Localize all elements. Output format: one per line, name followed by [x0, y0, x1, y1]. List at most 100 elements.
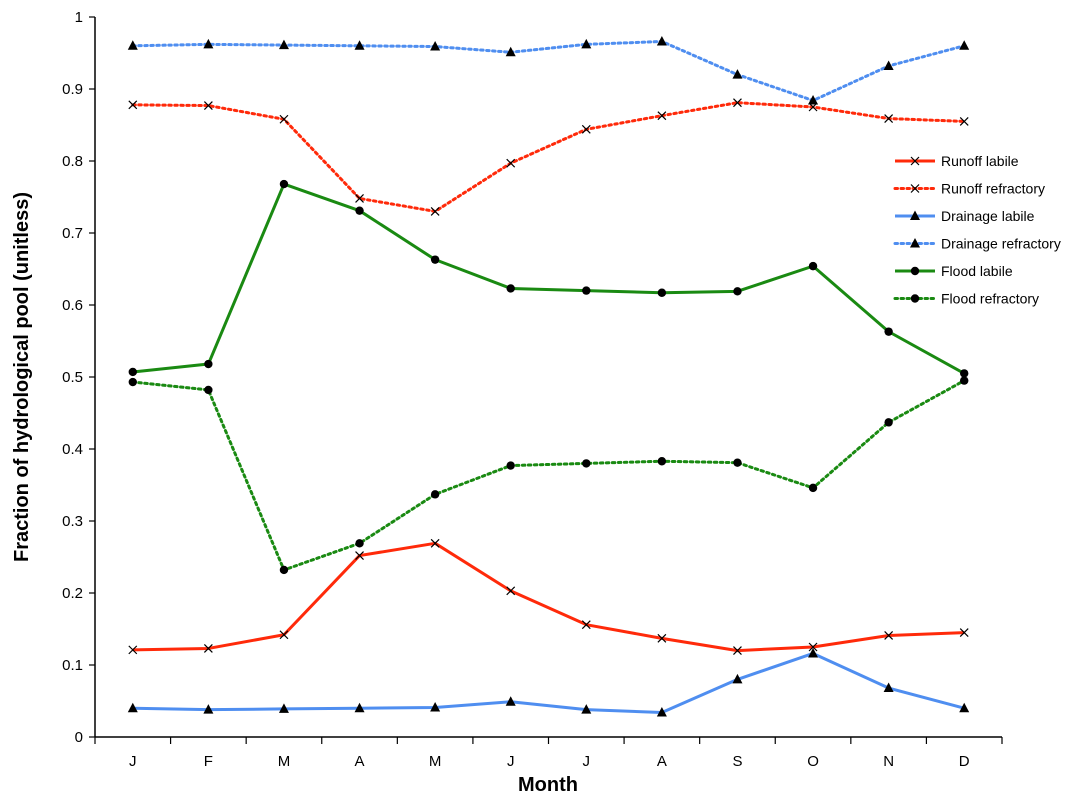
data-point [581, 38, 592, 49]
y-tick-label: 0.8 [62, 153, 83, 170]
data-point [355, 539, 364, 548]
legend-label: Runoff labile [941, 153, 1019, 169]
y-tick-label: 0.9 [62, 81, 83, 98]
x-tick-label: D [959, 753, 970, 770]
y-tick-label: 0.4 [62, 441, 83, 458]
data-point [733, 458, 742, 467]
legend: Runoff labile Runoff refractory Drainage l… [893, 153, 1061, 307]
data-point [581, 620, 591, 630]
y-axis-title: Fraction of hydrological pool (unitless) [11, 192, 33, 562]
legend-item: Drainage refractory [893, 236, 1061, 252]
y-tick-label: 0.1 [62, 657, 83, 674]
y-tick-label: 0.2 [62, 585, 83, 602]
data-point [657, 457, 667, 466]
data-point [430, 206, 440, 216]
data-point [430, 538, 440, 548]
x-tick-label: J [507, 753, 515, 770]
data-point [354, 702, 365, 713]
data-point [505, 46, 516, 57]
data-point [808, 261, 818, 271]
data-point [204, 385, 213, 395]
y-tick-label: 1 [75, 9, 83, 26]
data-point [733, 646, 742, 656]
axes [94, 17, 1002, 738]
data-point [960, 376, 969, 385]
y-tick-label: 0.7 [62, 225, 83, 242]
data-point [506, 284, 515, 293]
x-tick-label: O [807, 753, 819, 770]
data-point [430, 41, 441, 51]
data-point [128, 100, 138, 110]
data-point [278, 703, 289, 713]
data-point [430, 255, 440, 264]
y-tick-label: 0 [75, 729, 83, 746]
series-line [131, 379, 966, 572]
legend-marker [910, 156, 920, 166]
x-tick-label: N [883, 753, 894, 770]
data-point [203, 644, 213, 653]
series-runoff-labile [128, 538, 969, 656]
data-point [506, 461, 515, 470]
data-point [808, 95, 819, 105]
series-flood-refractory [128, 376, 969, 575]
x-tick-label: F [204, 753, 213, 770]
y-tick-label: 0.5 [62, 369, 83, 386]
data-point [204, 359, 213, 369]
data-point [279, 114, 289, 124]
series-drainage-refractory [127, 35, 970, 105]
data-point [127, 40, 138, 50]
series-drainage-labile [127, 647, 970, 717]
data-point [732, 673, 743, 684]
x-tick-label: M [429, 753, 442, 770]
data-point [128, 645, 138, 655]
legend-marker [910, 184, 920, 193]
data-point [733, 98, 742, 108]
series-line [132, 651, 965, 715]
legend-marker [910, 210, 920, 220]
data-point [884, 114, 894, 123]
legend-marker [910, 266, 920, 276]
data-point [959, 116, 969, 126]
series-line [132, 541, 965, 653]
data-point [430, 490, 440, 499]
data-point [657, 111, 667, 121]
series-line [131, 101, 966, 213]
y-ticks: 0 0.1 0.2 0.3 0.4 0.5 0.6 0.7 0.8 0.9 1 [62, 9, 95, 746]
data-point [733, 287, 742, 296]
y-tick-label: 0.3 [62, 513, 83, 530]
data-point [128, 377, 137, 387]
data-point [808, 483, 818, 493]
data-point [959, 628, 969, 638]
data-point [883, 682, 894, 693]
legend-item: Flood labile [895, 263, 1013, 279]
data-point [278, 39, 289, 50]
data-point [128, 367, 137, 377]
series-line [131, 39, 966, 103]
legend-label: Drainage labile [941, 208, 1035, 224]
data-point [203, 101, 213, 110]
series-line [132, 182, 965, 375]
x-tick-label: J [583, 753, 591, 770]
x-axis-title: Month [518, 774, 578, 796]
data-point [355, 194, 364, 203]
data-point [656, 707, 667, 717]
legend-item: Drainage labile [895, 208, 1035, 224]
data-point [203, 38, 214, 49]
x-tick-label: J [129, 753, 137, 770]
data-point [884, 418, 893, 427]
legend-item: Runoff labile [895, 153, 1019, 169]
series-runoff-refractory [128, 98, 969, 216]
legend-label: Flood labile [941, 263, 1013, 279]
data-point [656, 35, 667, 46]
data-point [506, 158, 516, 168]
data-point [582, 459, 591, 468]
legend-label: Runoff refractory [941, 181, 1045, 197]
legend-item: Flood refractory [893, 291, 1039, 307]
series-layer [127, 35, 970, 717]
series-flood-labile [128, 179, 969, 378]
data-point [959, 702, 970, 713]
data-point [808, 647, 819, 658]
data-point [505, 696, 516, 706]
data-point [884, 327, 893, 336]
